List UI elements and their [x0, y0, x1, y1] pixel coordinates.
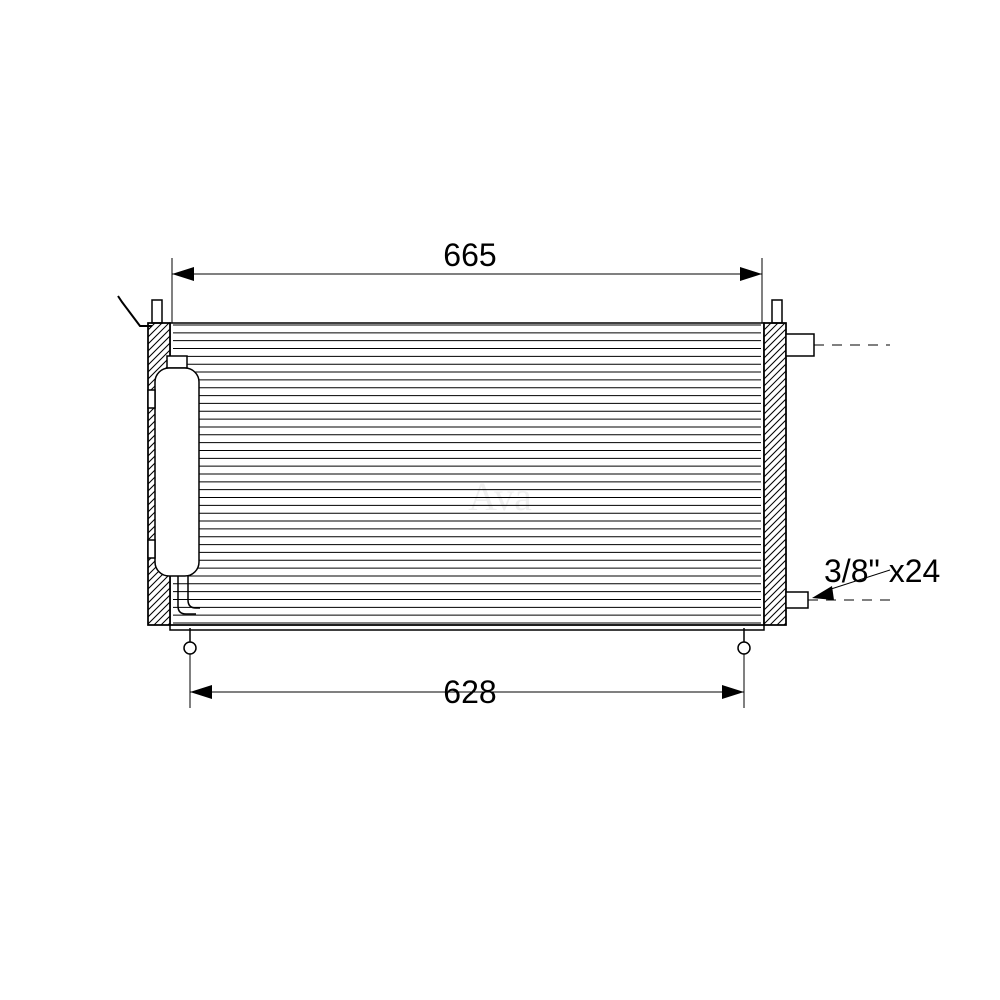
dimension-top: 665 [172, 237, 762, 323]
thread-callout-text: 3/8" x24 [824, 553, 940, 589]
top-right-bracket [772, 300, 782, 323]
top-left-inlet-tube [118, 296, 152, 326]
watermark-text: Ava [468, 474, 532, 519]
dimension-bottom: 628 [190, 654, 744, 710]
top-left-bracket [152, 300, 162, 323]
radiator-core-fins [173, 325, 761, 623]
dimension-bottom-value: 628 [443, 674, 496, 710]
thread-callout: 3/8" x24 [808, 553, 940, 600]
lower-right-port [786, 592, 808, 608]
bottom-right-pin [738, 628, 750, 654]
technical-drawing: Ava [0, 0, 1000, 1000]
upper-right-port [786, 334, 814, 356]
radiator-bottom-plate [170, 625, 764, 630]
dimension-top-value: 665 [443, 237, 496, 273]
bottom-left-pin [184, 628, 196, 654]
